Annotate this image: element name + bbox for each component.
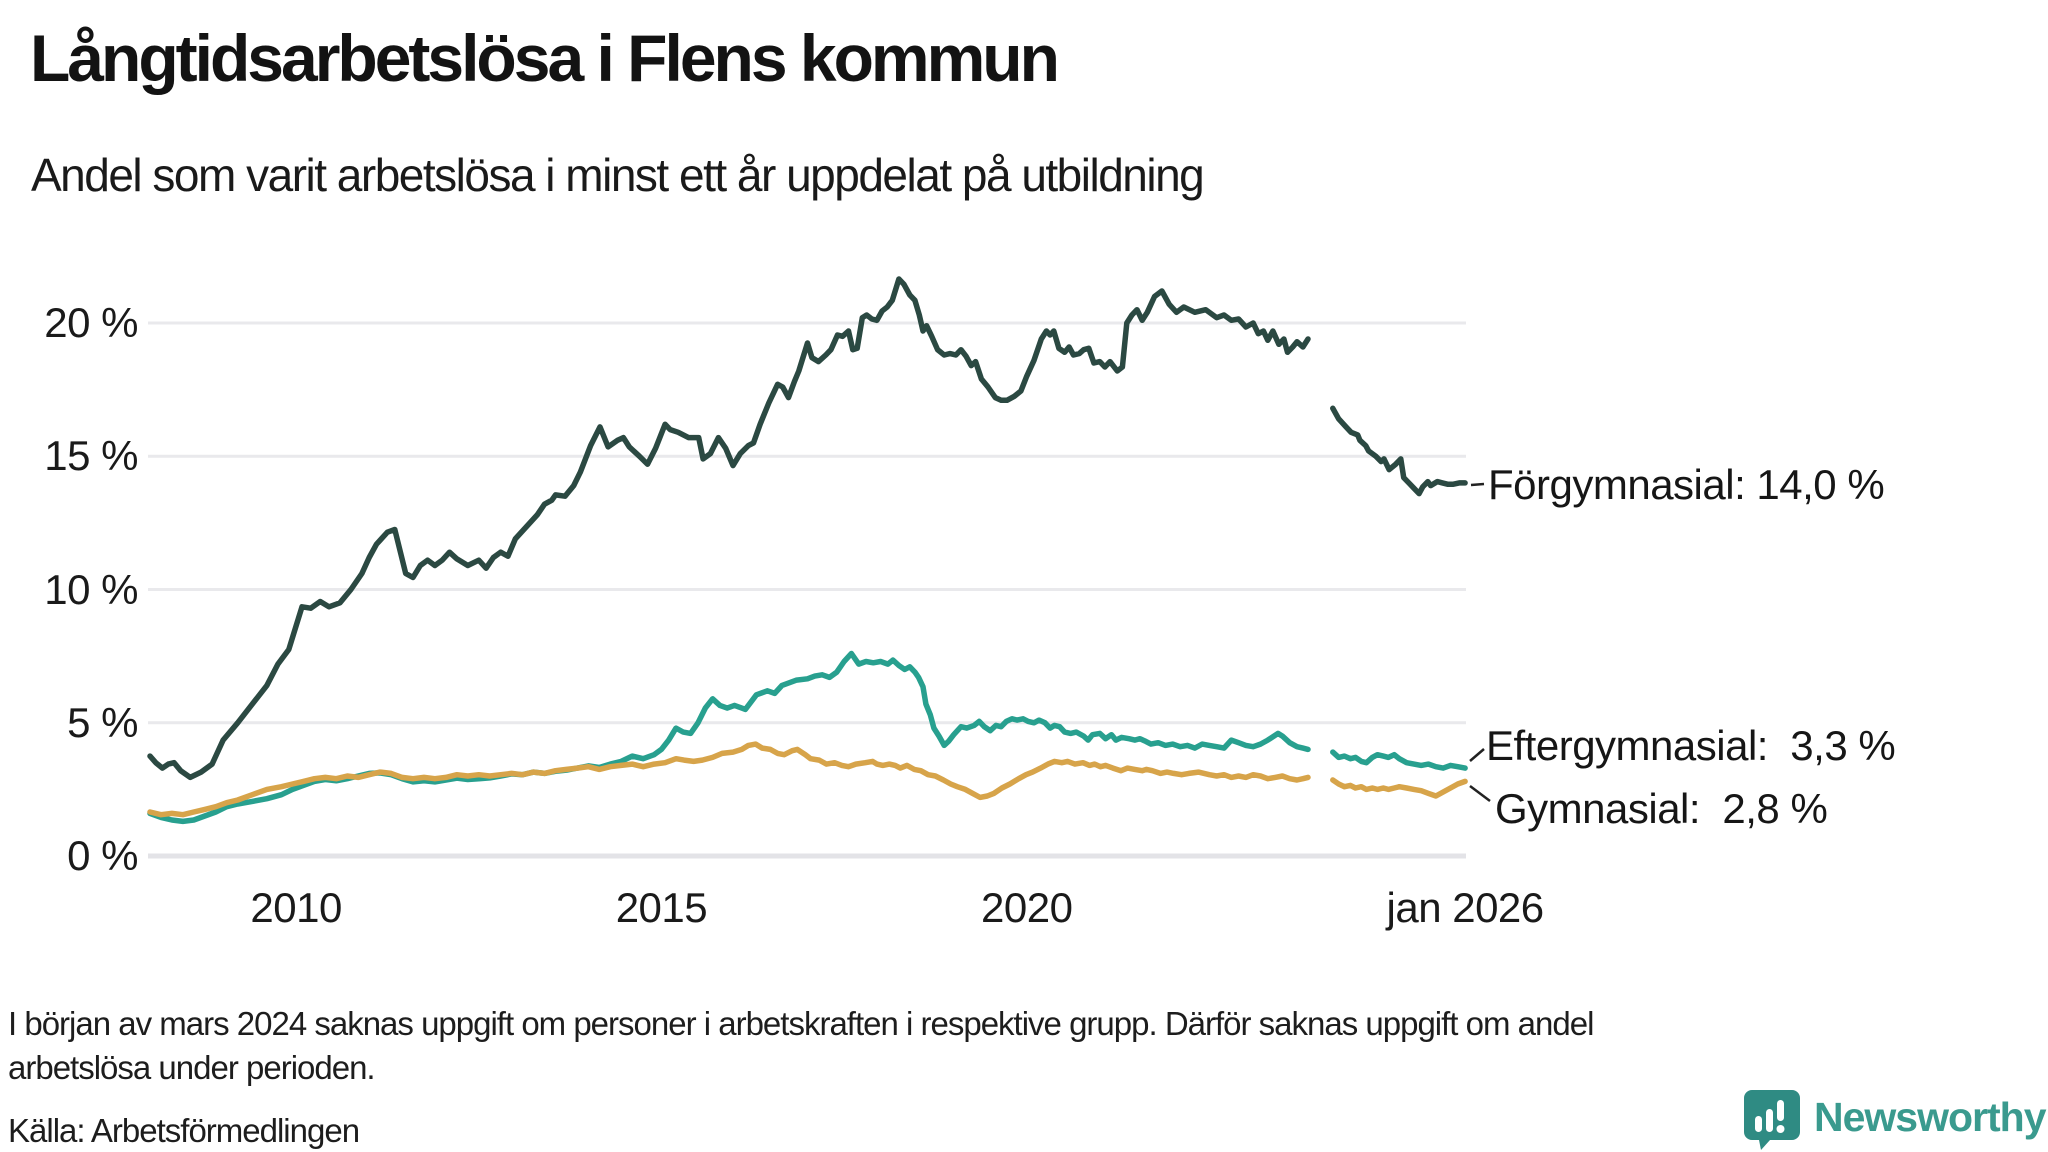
y-tick-label-10: 10 % (44, 565, 138, 613)
series-lines (147, 276, 1468, 825)
series-line-gymnasial-segment-2 (1330, 777, 1468, 799)
x-tick-label-2015: 2015 (615, 884, 708, 931)
x-tick-label-2020: 2020 (981, 884, 1073, 931)
series-line-förgymnasial-segment-2 (1330, 405, 1468, 497)
y-tick-label-5: 5 % (67, 698, 138, 746)
page-title: Långtidsarbetslösa i Flens kommun (30, 21, 1060, 95)
gridlines (148, 321, 1466, 859)
connector-gymnasial (1469, 785, 1491, 802)
connector-forgymnasial (1470, 482, 1485, 487)
newsworthy-logo: Newsworthy (1742, 1088, 2046, 1152)
connector-eftergymnasial (1469, 748, 1485, 762)
series-line-förgymnasial-segment-1 (147, 276, 1311, 781)
series-end-label-gymnasial: Gymnasial: 2,8 % (1495, 785, 1828, 832)
label-connector-lines (1469, 482, 1491, 802)
series-line-eftergymnasial-segment-1 (147, 650, 1311, 825)
newsworthy-chart-bubble-icon (1744, 1090, 1800, 1150)
source-text: Källa: Arbetsförmedlingen (8, 1112, 360, 1149)
y-tick-label-0: 0 % (67, 832, 138, 879)
footnote-text: I början av mars 2024 saknas uppgift om … (8, 1005, 1594, 1086)
page-subtitle: Andel som varit arbetslösa i minst ett å… (31, 149, 1205, 201)
y-tick-label-20: 20 % (44, 299, 138, 346)
x-tick-label-2010: 2010 (250, 884, 342, 931)
newsworthy-logo-text: Newsworthy (1814, 1094, 2046, 1140)
series-end-label-eftergymnasial: Eftergymnasial: 3,3 % (1486, 722, 1896, 769)
x-tick-label-jan-2026: jan 2026 (1386, 884, 1545, 931)
series-end-label-forgymnasial: Förgymnasial: 14,0 % (1488, 461, 1885, 508)
series-line-gymnasial-segment-1 (147, 741, 1311, 818)
series-line-eftergymnasial-segment-2 (1330, 749, 1468, 771)
y-tick-label-15: 15 % (44, 432, 138, 480)
